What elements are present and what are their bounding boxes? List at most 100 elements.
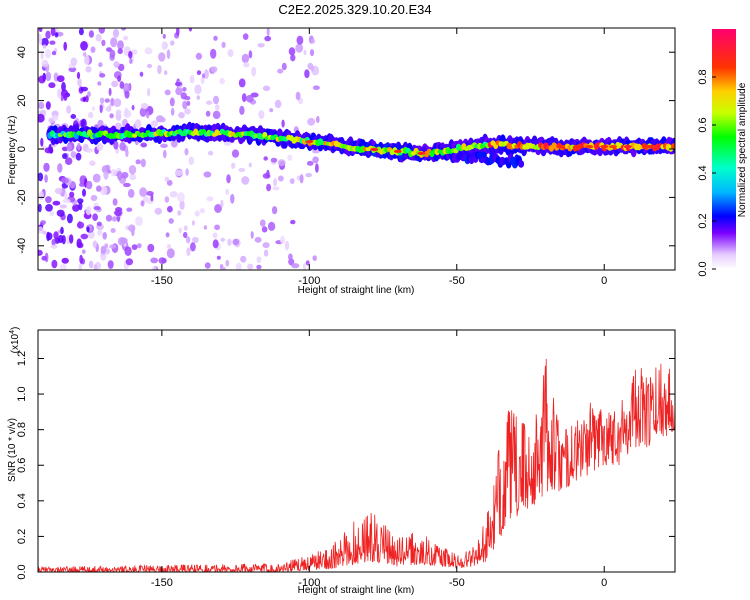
spectrogram-xtick-label: -100: [298, 275, 320, 287]
spectrogram-noise-cell: [45, 30, 51, 39]
spectrogram-noise-cell: [52, 200, 61, 206]
spectrogram-noise-cell: [50, 244, 58, 249]
spectrogram-noise-cell: [180, 92, 187, 100]
spectrogram-peak: [623, 145, 632, 149]
spectrogram-noise-cell: [115, 207, 123, 212]
spectrogram-noise-cell: [91, 106, 96, 111]
spectrogram-noise-cell: [220, 237, 226, 242]
spectrogram-noise-cell: [112, 29, 120, 38]
spectrogram-noise-cell: [45, 196, 52, 204]
spectrogram-noise-cell: [166, 248, 175, 259]
spectrogram-noise-cell: [121, 171, 129, 179]
spectrogram-noise-cell: [145, 110, 150, 119]
spectrogram-noise-cell: [316, 116, 320, 123]
spectrogram-noise-cell: [223, 141, 232, 146]
spectrogram-noise-cell: [225, 259, 230, 267]
spectrogram-noise-cell: [128, 224, 136, 232]
spectrogram-noise-cell: [184, 148, 189, 156]
spectrogram-noise-cell: [182, 87, 187, 92]
snr-plot-area: [38, 330, 675, 572]
spectrogram-noise-cell: [232, 238, 239, 246]
spectrogram-noise-cell: [240, 255, 247, 263]
spectrogram-noise-cell: [288, 47, 296, 56]
spectrogram-noise-cell: [110, 228, 116, 233]
spectrogram-noise-cell: [89, 160, 96, 166]
spectrogram-noise-cell: [216, 255, 221, 260]
spectrogram-noise-cell: [164, 89, 171, 96]
spectrogram-noise-cell: [312, 255, 317, 261]
spectrogram-noise-cell: [41, 59, 49, 68]
spectrogram-noise-cell: [227, 49, 234, 58]
spectrogram-noise-cell: [85, 66, 92, 73]
spectrogram-noise-cell: [72, 204, 80, 212]
spectrogram-noise-cell: [220, 199, 224, 208]
spectrogram-noise-cell: [242, 33, 249, 40]
spectrogram-noise-cell: [315, 163, 319, 173]
spectrogram-noise-cell: [76, 71, 81, 80]
spectrogram-noise-cell: [101, 39, 106, 47]
snr-ytick-label: 0.6: [16, 458, 28, 473]
spectrogram-noise-cell: [40, 137, 44, 147]
spectrogram-noise-cell: [104, 98, 110, 103]
spectrogram-noise-cell: [97, 229, 103, 236]
spectrogram-noise-cell: [54, 32, 59, 38]
spectrogram-noise-cell: [83, 51, 87, 57]
spectrogram-noise-cell: [77, 198, 84, 204]
spectrogram-noise-cell: [196, 95, 200, 100]
spectrogram-noise-cell: [248, 162, 252, 168]
snr-frame: [37, 329, 676, 573]
spectrogram-noise-cell: [139, 71, 144, 77]
spectrogram-noise-cell: [134, 119, 142, 129]
spectrogram-noise-cell: [140, 103, 149, 110]
snr-ytick-label: 1.0: [16, 386, 28, 401]
spectrogram-noise-cell: [303, 262, 306, 270]
spectrogram-noise-cell: [312, 149, 320, 154]
spectrogram-noise-cell: [262, 173, 271, 179]
snr-scale-exp: 4: [9, 330, 16, 334]
spectrogram-noise-cell: [251, 66, 257, 77]
spectrogram-noise-cell: [98, 62, 103, 68]
snr-axes: -150 -100 -50 0 0.0 0.2 0.4 0.6 0.8 1.0 1.2: [16, 330, 675, 589]
spectrogram-noise-cell: [38, 191, 45, 201]
spectrogram-noise-cell: [85, 206, 92, 216]
spectrogram-noise-cell: [219, 77, 225, 85]
spectrogram-noise-cell: [140, 200, 145, 207]
spectrogram-noise-cell: [261, 226, 268, 233]
spectrogram-noise-cell: [257, 43, 265, 48]
spectrogram-noise-cell: [281, 62, 287, 71]
spectrogram-noise-cell: [114, 122, 123, 130]
spectrogram-noise-cell: [139, 187, 148, 197]
spectrogram-noise-cell: [259, 219, 266, 227]
spectrogram-noise-cell: [254, 236, 262, 243]
spectrogram-peak: [600, 145, 609, 149]
spectrogram-noise-cell: [93, 264, 98, 270]
spectrogram-noise-cell: [38, 37, 43, 45]
spectrogram-noise-cell: [131, 244, 138, 251]
spectrogram-peak: [417, 151, 426, 155]
snr-ytick-label: 0.2: [16, 529, 28, 544]
spectrogram-noise-cell: [204, 262, 211, 269]
spectrogram-noise-cell: [289, 178, 295, 185]
colorbar-tick-label: 0.8: [697, 69, 709, 84]
spectrogram-noise-cell: [312, 156, 319, 164]
spectrogram-noise-cell: [38, 203, 42, 213]
spectrogram-noise-cell: [93, 206, 101, 211]
spectrogram-noise-cell: [64, 191, 68, 201]
spectrogram-noise-cell: [123, 182, 131, 188]
spectrogram-noise-cell: [284, 240, 290, 251]
spectrogram-noise-cell: [113, 140, 119, 150]
spectrogram-noise-cell: [80, 233, 89, 240]
spectrogram-noise-cell: [117, 170, 123, 181]
spectrogram-xtick-label: -50: [449, 275, 465, 287]
spectrogram-noise-cell: [185, 236, 191, 244]
spectrogram-noise-cell: [162, 33, 166, 39]
spectrogram-noise-cell: [205, 110, 211, 117]
spectrogram-noise-cell: [98, 28, 105, 34]
spectrogram-noise-cell: [280, 235, 285, 244]
spectrogram-noise-cell: [131, 49, 138, 55]
spectrogram-noise-cell: [100, 185, 108, 196]
spectrogram-noise-cell: [221, 41, 226, 49]
spectrogram-noise-cell: [140, 158, 146, 168]
spectrogram-noise-cell: [90, 194, 98, 202]
spectrogram-noise-cell: [206, 196, 214, 202]
